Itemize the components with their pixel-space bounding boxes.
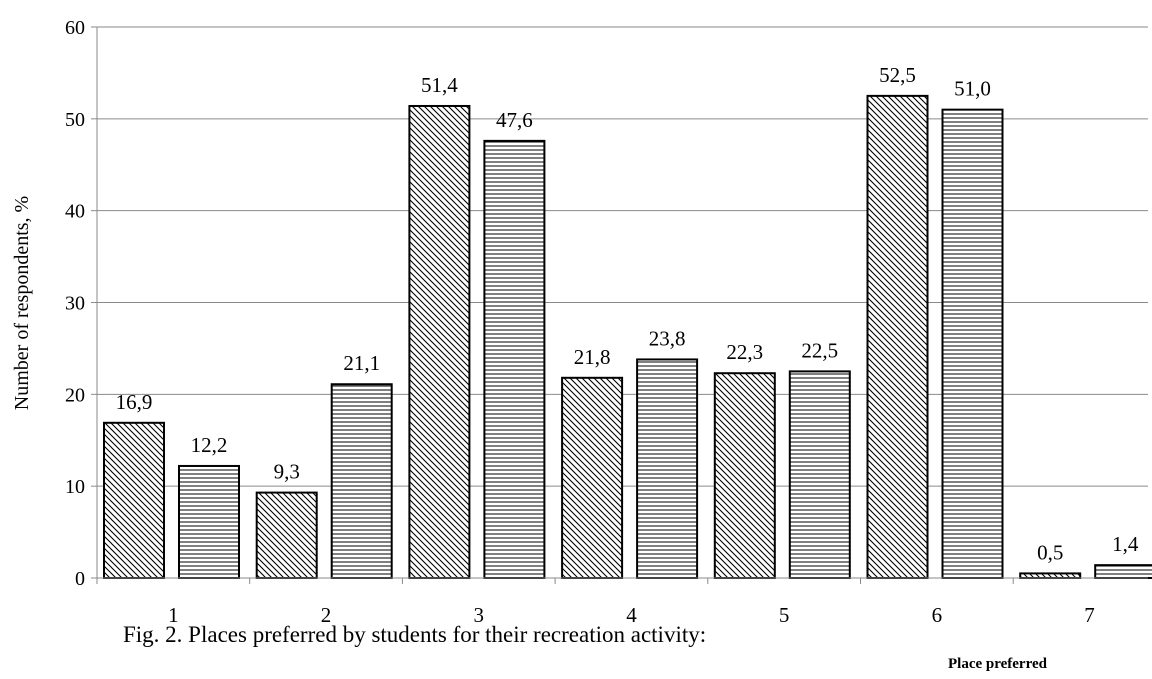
data-label: 9,3 (274, 460, 300, 484)
x-axis-label: Place preferred (948, 656, 1047, 672)
y-tick-label: 10 (65, 476, 85, 498)
bar (330, 383, 393, 579)
y-tick-labels: 0 10 20 30 40 50 60 (65, 17, 85, 590)
bar (255, 491, 318, 579)
data-label: 1,4 (1112, 532, 1139, 556)
data-label: 22,5 (801, 338, 838, 362)
x-tick-label: 6 (932, 603, 943, 627)
data-label: 22,3 (726, 340, 763, 364)
bar (866, 94, 929, 579)
x-tick-labels: 1 2 3 4 5 6 7 (168, 603, 1095, 627)
y-tick-label: 20 (65, 384, 85, 406)
x-tick-label: 4 (626, 603, 637, 627)
data-label: 51,0 (954, 77, 991, 101)
x-tick-label: 7 (1084, 603, 1095, 627)
data-label: 16,9 (116, 390, 153, 414)
y-tick-label: 0 (75, 568, 85, 590)
data-label: 12,2 (191, 433, 228, 457)
y-tick-label: 40 (65, 201, 85, 223)
bar (636, 358, 699, 580)
data-label: 23,8 (649, 326, 686, 350)
bar (788, 370, 851, 579)
x-tick-label: 5 (779, 603, 790, 627)
figure-caption: Fig. 2. Places preferred by students for… (123, 622, 707, 647)
y-axis-label: Number of respondents, % (11, 196, 33, 410)
axes (96, 27, 1148, 584)
data-label: 21,1 (343, 351, 380, 375)
data-label: 47,6 (496, 108, 533, 132)
bars (103, 94, 1152, 580)
data-label: 21,8 (574, 345, 611, 369)
bar (408, 104, 471, 580)
bar (103, 421, 165, 579)
bar (1094, 564, 1152, 579)
y-tick-label: 60 (65, 17, 85, 39)
data-label: 51,4 (421, 73, 458, 97)
bar (483, 139, 546, 580)
bar (178, 464, 240, 580)
y-tick-label: 30 (65, 293, 85, 315)
data-labels: 16,9 9,3 51,4 21,8 22,3 52,5 0,5 12,2 21,1 47,6 23… (116, 63, 1139, 565)
x-tick-label: 1 (168, 603, 179, 627)
x-tick-label: 2 (321, 603, 332, 627)
bar (1019, 572, 1082, 579)
data-label: 52,5 (879, 63, 916, 87)
data-label: 0,5 (1037, 540, 1063, 564)
bar (561, 376, 624, 580)
y-tick-label: 50 (65, 109, 85, 131)
bar (713, 372, 776, 579)
bar (941, 108, 1004, 580)
x-tick-label: 3 (474, 603, 485, 627)
